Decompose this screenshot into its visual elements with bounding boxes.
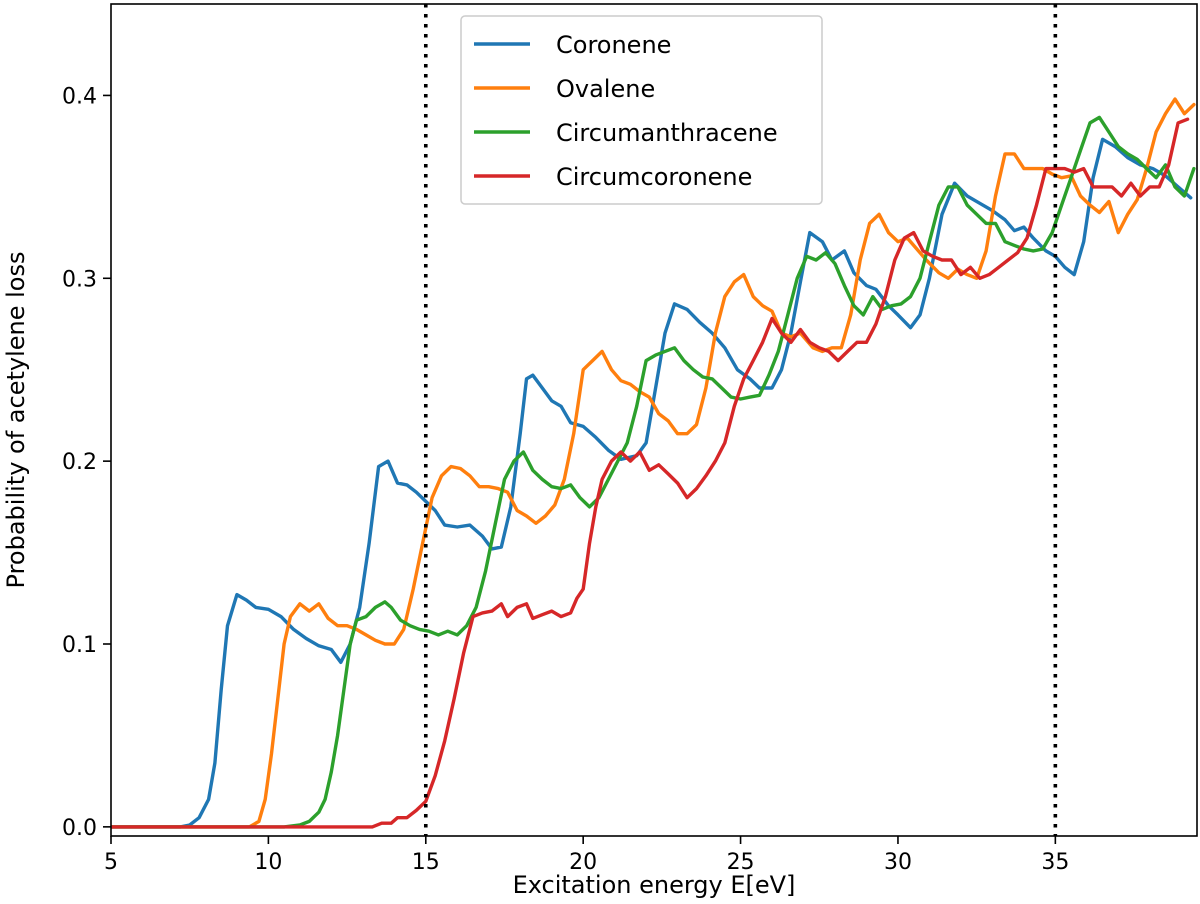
y-axis-label: Probability of acetylene loss xyxy=(2,252,30,589)
series-line-ovalene xyxy=(111,97,1196,829)
y-axis-ticks: 0.0 0.1 0.2 0.3 0.4 xyxy=(62,84,111,841)
y-tick-label: 0.1 xyxy=(62,633,97,658)
legend-box xyxy=(460,15,823,205)
y-tick-label: 0.3 xyxy=(62,267,97,292)
series-line-circumanthracene xyxy=(111,115,1196,829)
legend: Coronene Ovalene Circumanthracene Circumcor… xyxy=(460,15,823,205)
legend-label-coronene: Coronene xyxy=(556,31,671,59)
series-line-circumcoronene xyxy=(111,117,1190,829)
vertical-guide-lines xyxy=(423,4,1058,836)
x-tick-label: 5 xyxy=(104,850,118,875)
y-tick-label: 0.0 xyxy=(62,816,97,841)
x-tick-label: 20 xyxy=(569,850,597,875)
legend-label-circumanthracene: Circumanthracene xyxy=(556,119,778,147)
x-axis-ticks: 5 10 15 20 25 30 35 xyxy=(104,836,1069,875)
axes-frame xyxy=(110,3,1198,837)
x-tick-label: 25 xyxy=(727,850,755,875)
legend-label-ovalene: Ovalene xyxy=(556,75,655,103)
y-tick-label: 0.4 xyxy=(62,84,97,109)
plot-lines xyxy=(111,97,1196,829)
series-line-coronene xyxy=(111,137,1193,829)
x-axis-label: Excitation energy E[eV] xyxy=(513,871,796,899)
x-tick-label: 30 xyxy=(884,850,912,875)
x-tick-label: 15 xyxy=(412,850,440,875)
y-tick-label: 0.2 xyxy=(62,450,97,475)
x-tick-label: 35 xyxy=(1041,850,1069,875)
x-tick-label: 10 xyxy=(254,850,282,875)
legend-label-circumcoronene: Circumcoronene xyxy=(556,163,752,191)
